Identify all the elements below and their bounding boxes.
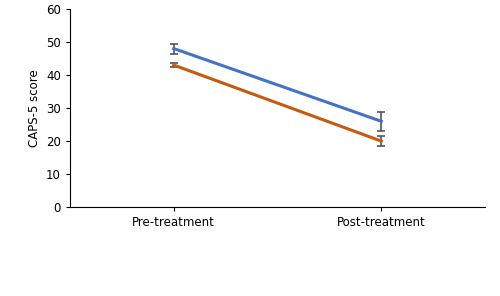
Y-axis label: CAPS-5 score: CAPS-5 score — [28, 69, 40, 147]
